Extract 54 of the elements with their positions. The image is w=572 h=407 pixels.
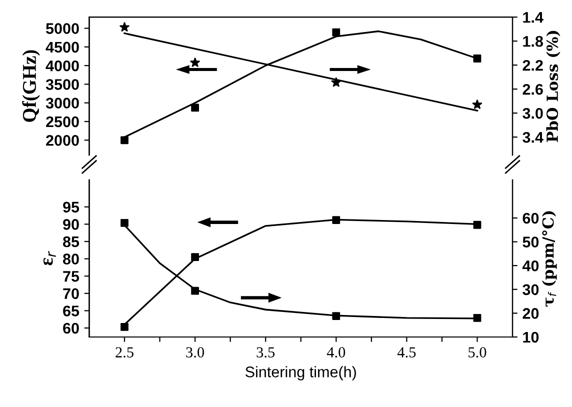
y-tick-label: 80 — [63, 254, 79, 264]
point — [332, 28, 340, 36]
point — [332, 216, 340, 224]
y2-tick-label: 2.2 — [522, 60, 543, 71]
point — [120, 323, 128, 331]
point — [191, 286, 200, 295]
y-tick-label: 70 — [63, 288, 79, 300]
y-tick-label: 2000 — [46, 135, 79, 146]
x-tick-label: 3.0 — [186, 347, 204, 358]
y-tick-label: 75 — [63, 271, 80, 282]
x-tick-label: 3.5 — [256, 347, 275, 358]
y2-tick-label: 2.6 — [522, 84, 543, 95]
y-tick-label: 85 — [63, 236, 80, 248]
x-tick-label: 5.0 — [468, 347, 486, 358]
y2-axis-title: PbO Loss (%) — [546, 30, 560, 142]
point — [120, 22, 130, 32]
y-tick-label: 4500 — [46, 42, 79, 53]
point — [120, 136, 128, 144]
point — [472, 100, 482, 109]
y-tick-label: 5000 — [46, 23, 79, 34]
point — [331, 77, 342, 87]
y2-tick-label: 3.4 — [522, 132, 544, 143]
y-tick-label: 3500 — [46, 79, 79, 90]
y-tick-label: 65 — [63, 306, 80, 316]
y2-tick-label: 3.0 — [522, 108, 543, 119]
point — [473, 54, 482, 62]
y2-tick-label: 1.4 — [523, 12, 544, 23]
y-tick-label: 2500 — [46, 116, 79, 128]
x-tick-label: 4.5 — [397, 347, 416, 358]
x-axis-title: Sintering time(h) — [246, 366, 356, 380]
x-tick-label: 2.5 — [116, 347, 134, 358]
point — [473, 314, 482, 322]
y2-axis-title: τ$_{f}$ (ppm/°C) — [542, 211, 557, 307]
point — [191, 104, 200, 112]
y-tick-label: 60 — [63, 322, 79, 334]
y2-tick-label: 20 — [522, 308, 539, 319]
y2-tick-label: 50 — [522, 236, 539, 248]
point — [190, 58, 200, 67]
point — [332, 312, 340, 320]
y-tick-label: 3000 — [46, 98, 79, 109]
y-axis-title: ε$_{r}$ — [43, 251, 56, 266]
point — [191, 253, 200, 262]
y2-tick-label: 10 — [523, 332, 539, 343]
x-tick-label: 4.0 — [326, 347, 346, 358]
y-tick-label: 4000 — [46, 60, 79, 72]
y2-tick-label: 60 — [522, 212, 539, 224]
y2-tick-label: 40 — [522, 260, 539, 272]
point — [473, 220, 482, 229]
y-tick-label: 90 — [63, 219, 79, 230]
y-axis-title: Qf(GHz) — [22, 50, 40, 122]
y2-tick-label: 1.8 — [523, 36, 544, 47]
point — [120, 219, 128, 227]
y-tick-label: 95 — [63, 202, 80, 213]
y2-tick-label: 30 — [522, 284, 539, 296]
